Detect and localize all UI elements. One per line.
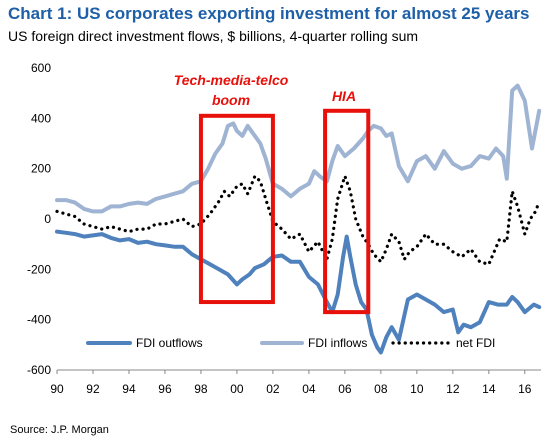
y-tick-label: -400 (27, 313, 51, 327)
chart-legend: FDI outflows FDI inflows net FDI (86, 336, 495, 350)
net-fdi-line (55, 174, 541, 266)
x-tick-label: 00 (230, 382, 244, 396)
y-tick-label: 0 (44, 212, 51, 226)
x-tick-label: 98 (194, 382, 208, 396)
fdi-inflows-line (55, 83, 542, 214)
highlight-box-1 (323, 108, 371, 315)
annotation-label-1: HIA (332, 88, 356, 104)
highlight-box-0 (198, 113, 275, 305)
annotation-label-0: boom (212, 92, 250, 108)
x-tick-label: 16 (518, 382, 532, 396)
y-tick-label: -200 (27, 262, 51, 276)
chart-annotations: Tech-media-telco boom HIA (174, 72, 371, 315)
chart-axes: -600 -400 -200 0 200 400 600 90 92 94 96 98 00 02 04 06… (27, 61, 541, 396)
legend-label-2: net FDI (456, 336, 495, 350)
x-tick-label: 14 (482, 382, 496, 396)
x-tick-label: 04 (302, 382, 316, 396)
x-tick-label: 94 (122, 382, 136, 396)
chart-subtitle: US foreign direct investment flows, $ bi… (8, 28, 419, 44)
annotation-label-0: Tech-media-telco (174, 72, 289, 88)
x-tick-label: 12 (446, 382, 460, 396)
legend-label-0: FDI outflows (136, 336, 203, 350)
source-note: Source: J.P. Morgan (10, 424, 109, 436)
x-tick-label: 90 (50, 382, 64, 396)
chart-series (55, 83, 542, 355)
y-tick-label: 600 (31, 61, 51, 75)
y-tick-label: 200 (31, 162, 51, 176)
x-tick-label: 10 (410, 382, 424, 396)
y-tick-label: -600 (27, 363, 51, 377)
y-tick-label: 400 (31, 111, 51, 125)
chart-title: Chart 1: US corporates exporting investm… (8, 4, 530, 23)
x-tick-label: 08 (374, 382, 388, 396)
x-tick-label: 02 (266, 382, 280, 396)
legend-label-1: FDI inflows (308, 336, 367, 350)
x-tick-label: 06 (338, 382, 352, 396)
x-tick-label: 92 (86, 382, 100, 396)
x-tick-label: 96 (158, 382, 172, 396)
fdi-outflows-line (55, 229, 542, 355)
